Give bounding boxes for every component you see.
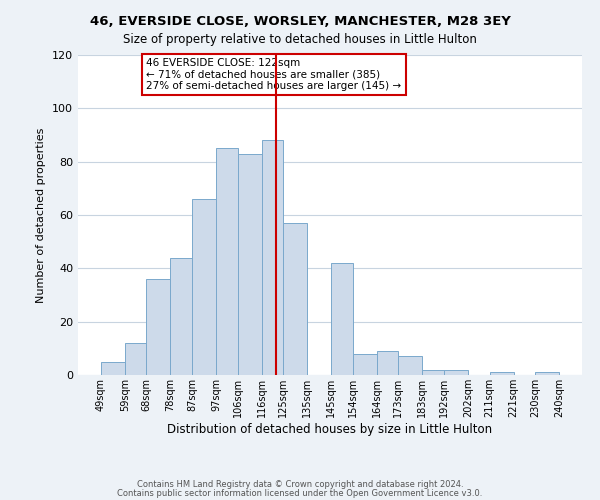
Bar: [192, 199, 216, 375]
Bar: [331, 263, 353, 375]
Text: 46, EVERSIDE CLOSE, WORSLEY, MANCHESTER, M28 3EY: 46, EVERSIDE CLOSE, WORSLEY, MANCHESTER,…: [89, 15, 511, 28]
Bar: [283, 223, 307, 375]
Bar: [444, 370, 468, 375]
Bar: [216, 148, 238, 375]
Bar: [353, 354, 377, 375]
Bar: [101, 362, 125, 375]
Y-axis label: Number of detached properties: Number of detached properties: [37, 128, 46, 302]
Bar: [262, 140, 283, 375]
X-axis label: Distribution of detached houses by size in Little Hulton: Distribution of detached houses by size …: [167, 422, 493, 436]
Bar: [490, 372, 514, 375]
Text: 46 EVERSIDE CLOSE: 122sqm
← 71% of detached houses are smaller (385)
27% of semi: 46 EVERSIDE CLOSE: 122sqm ← 71% of detac…: [146, 58, 401, 91]
Text: Size of property relative to detached houses in Little Hulton: Size of property relative to detached ho…: [123, 32, 477, 46]
Text: Contains public sector information licensed under the Open Government Licence v3: Contains public sector information licen…: [118, 488, 482, 498]
Bar: [422, 370, 444, 375]
Bar: [146, 279, 170, 375]
Bar: [238, 154, 262, 375]
Bar: [170, 258, 192, 375]
Bar: [535, 372, 559, 375]
Bar: [398, 356, 422, 375]
Bar: [377, 351, 398, 375]
Text: Contains HM Land Registry data © Crown copyright and database right 2024.: Contains HM Land Registry data © Crown c…: [137, 480, 463, 489]
Bar: [125, 343, 146, 375]
